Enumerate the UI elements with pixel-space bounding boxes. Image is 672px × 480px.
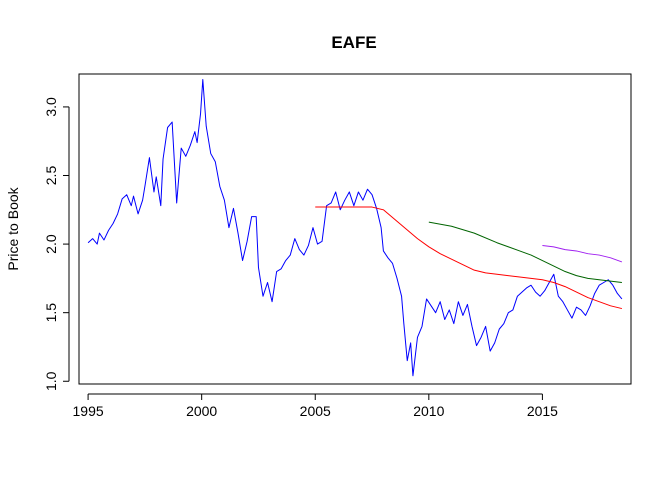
series-layer bbox=[88, 79, 622, 375]
y-tick-label-1.0: 1.0 bbox=[43, 371, 59, 391]
series-line-2 bbox=[315, 207, 622, 309]
x-axis: 1995 2000 2005 2010 2015 bbox=[73, 394, 559, 419]
series-line-4 bbox=[542, 245, 622, 261]
x-tick-label-2015: 2015 bbox=[527, 403, 558, 419]
y-tick-label-1.5: 1.5 bbox=[43, 303, 59, 323]
y-tick-label-2.5: 2.5 bbox=[43, 166, 59, 186]
series-line-3 bbox=[429, 222, 622, 282]
y-tick-label-2.0: 2.0 bbox=[43, 234, 59, 254]
x-tick-label-2005: 2005 bbox=[300, 403, 331, 419]
x-tick-label-1995: 1995 bbox=[73, 403, 104, 419]
y-axis-label: Price to Book bbox=[5, 186, 21, 270]
x-tick-label-2000: 2000 bbox=[186, 403, 217, 419]
series-line-1 bbox=[88, 79, 622, 375]
y-axis: 1.0 1.5 2.0 2.5 3.0 bbox=[43, 97, 69, 391]
x-tick-label-2010: 2010 bbox=[413, 403, 444, 419]
plot-frame bbox=[79, 74, 631, 384]
chart-title: EAFE bbox=[331, 33, 376, 52]
y-tick-label-3.0: 3.0 bbox=[43, 97, 59, 117]
